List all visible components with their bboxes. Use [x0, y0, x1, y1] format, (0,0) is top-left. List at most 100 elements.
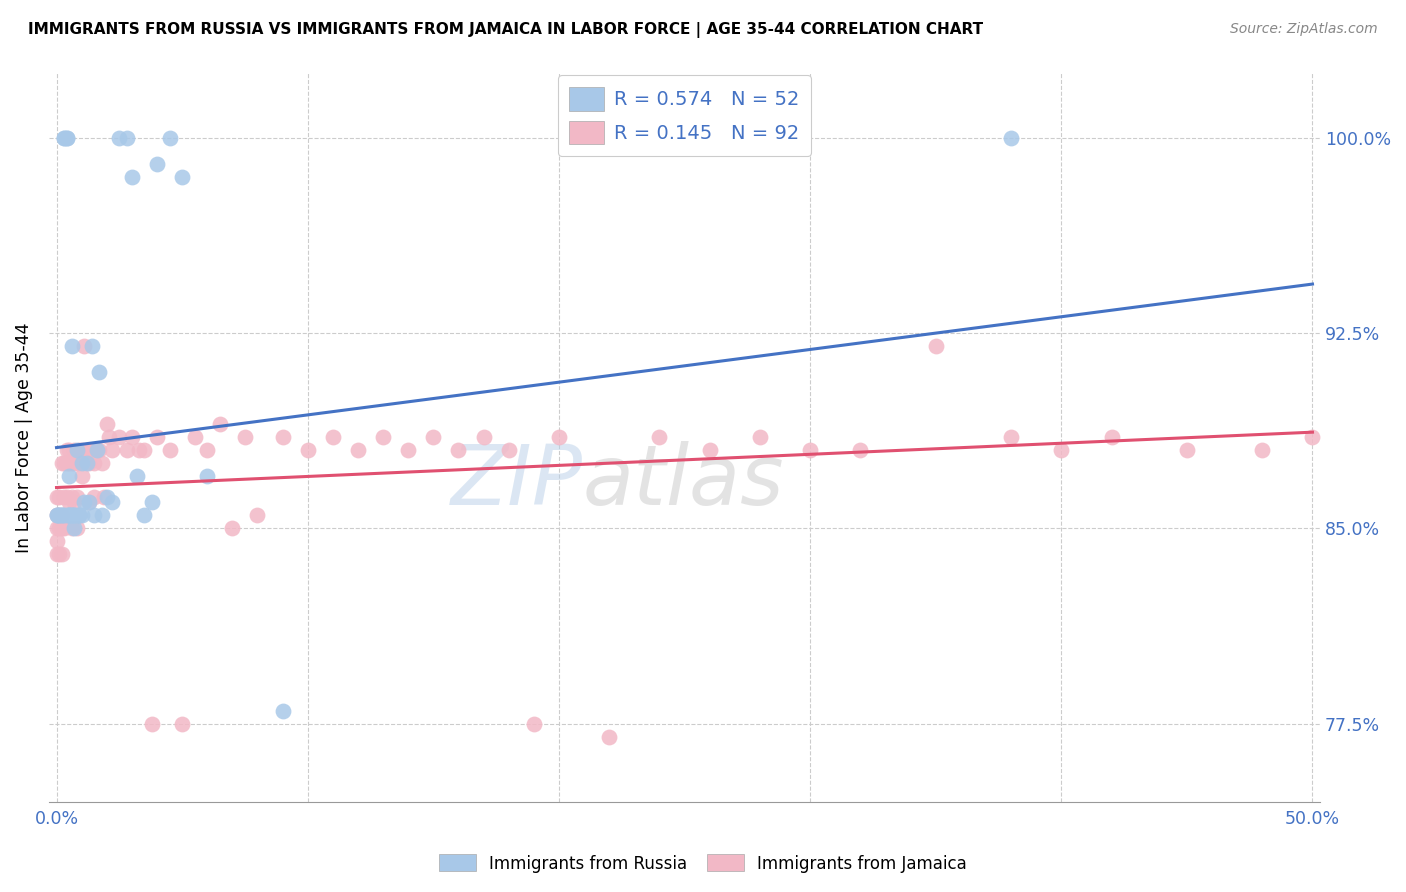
Point: [63, 508, 86, 523]
Point: [146, 430, 169, 444]
Point: [246, 508, 269, 523]
Point: [89, 443, 111, 458]
Point: [100, 495, 122, 509]
Point: [63, 443, 86, 458]
Point: [48, 521, 70, 535]
Point: [51, 548, 73, 562]
Point: [58, 508, 80, 523]
Point: [121, 430, 143, 444]
Point: [63, 495, 86, 509]
Text: atlas: atlas: [583, 441, 785, 522]
Point: [58, 508, 80, 523]
Point: [96, 417, 118, 432]
Point: [159, 131, 181, 145]
Point: [67, 508, 90, 523]
Point: [77, 495, 100, 509]
Point: [297, 443, 319, 458]
Point: [121, 170, 143, 185]
Point: [51, 508, 73, 523]
Point: [55, 131, 77, 145]
Point: [58, 456, 80, 470]
Point: [90, 456, 112, 470]
Point: [1301, 430, 1323, 444]
Point: [48, 508, 70, 523]
Point: [648, 430, 671, 444]
Point: [65, 521, 87, 535]
Point: [67, 456, 90, 470]
Point: [322, 430, 344, 444]
Point: [70, 469, 93, 483]
Point: [65, 456, 87, 470]
Point: [134, 443, 156, 458]
Point: [58, 469, 80, 483]
Point: [100, 443, 122, 458]
Point: [1000, 430, 1022, 444]
Point: [172, 716, 194, 731]
Point: [58, 495, 80, 509]
Point: [48, 508, 70, 523]
Point: [63, 521, 86, 535]
Point: [396, 443, 419, 458]
Point: [53, 490, 76, 504]
Point: [799, 443, 821, 458]
Point: [1175, 443, 1198, 458]
Point: [58, 508, 80, 523]
Point: [48, 548, 70, 562]
Point: [422, 430, 444, 444]
Point: [60, 490, 83, 504]
Point: [115, 131, 138, 145]
Point: [51, 456, 73, 470]
Point: [65, 508, 87, 523]
Point: [598, 730, 620, 744]
Point: [271, 430, 294, 444]
Point: [60, 521, 83, 535]
Text: ZIP: ZIP: [451, 441, 583, 522]
Text: IMMIGRANTS FROM RUSSIA VS IMMIGRANTS FROM JAMAICA IN LABOR FORCE | AGE 35-44 COR: IMMIGRANTS FROM RUSSIA VS IMMIGRANTS FRO…: [28, 22, 983, 38]
Point: [208, 417, 231, 432]
Point: [98, 430, 121, 444]
Point: [53, 521, 76, 535]
Text: Source: ZipAtlas.com: Source: ZipAtlas.com: [1230, 22, 1378, 37]
Point: [371, 430, 394, 444]
Point: [55, 456, 77, 470]
Point: [523, 716, 546, 731]
Point: [1000, 131, 1022, 145]
Point: [60, 508, 83, 523]
Legend: Immigrants from Russia, Immigrants from Jamaica: Immigrants from Russia, Immigrants from …: [433, 847, 973, 880]
Point: [55, 443, 77, 458]
Point: [63, 456, 86, 470]
Point: [183, 430, 205, 444]
Point: [53, 456, 76, 470]
Point: [45, 508, 67, 523]
Point: [195, 443, 218, 458]
Point: [89, 365, 111, 379]
Point: [53, 131, 76, 145]
Point: [55, 490, 77, 504]
Point: [447, 443, 470, 458]
Point: [45, 548, 67, 562]
Point: [70, 456, 93, 470]
Point: [55, 131, 77, 145]
Point: [45, 521, 67, 535]
Point: [134, 508, 156, 523]
Point: [1050, 443, 1073, 458]
Point: [76, 456, 98, 470]
Point: [86, 443, 108, 458]
Point: [96, 490, 118, 504]
Point: [748, 430, 770, 444]
Point: [83, 456, 105, 470]
Point: [65, 490, 87, 504]
Point: [195, 469, 218, 483]
Point: [51, 521, 73, 535]
Point: [53, 508, 76, 523]
Point: [141, 495, 163, 509]
Point: [51, 508, 73, 523]
Point: [233, 430, 256, 444]
Point: [51, 508, 73, 523]
Point: [60, 339, 83, 353]
Point: [472, 430, 495, 444]
Point: [83, 490, 105, 504]
Point: [93, 490, 115, 504]
Point: [108, 131, 131, 145]
Point: [45, 534, 67, 549]
